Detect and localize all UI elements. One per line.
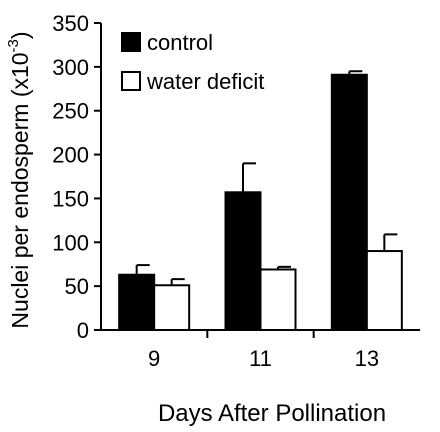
- legend-label: water deficit: [146, 69, 264, 94]
- y-tick-label: 200: [52, 143, 89, 168]
- x-tick-label: 9: [148, 346, 160, 371]
- bar-water-deficit: [259, 268, 297, 331]
- bar-control: [330, 73, 368, 331]
- bar-water-deficit: [365, 250, 403, 331]
- legend-swatch: [121, 32, 141, 52]
- x-tick-label: 13: [355, 346, 379, 371]
- y-tick-label: 150: [52, 186, 89, 211]
- y-axis-label: Nuclei per endosperm (x10-3): [5, 31, 33, 328]
- y-tick-label: 50: [65, 274, 89, 299]
- bar-water-deficit: [153, 284, 191, 332]
- bar-control: [118, 273, 156, 331]
- y-tick-label: 0: [77, 318, 89, 343]
- x-axis-label: Days After Pollination: [158, 400, 386, 427]
- x-tick-label: 11: [249, 346, 272, 371]
- y-tick-label: 350: [52, 11, 89, 36]
- plot-area: 0 50 100 150 200 250 300 350 9 11 13: [52, 11, 420, 371]
- bar-control: [224, 191, 262, 331]
- legend: control water deficit: [121, 30, 264, 94]
- y-tick-label: 250: [52, 99, 89, 124]
- legend-swatch: [121, 71, 141, 91]
- legend-label: control: [147, 30, 213, 55]
- y-tick-label: 300: [52, 55, 89, 80]
- y-tick-label: 100: [52, 230, 89, 255]
